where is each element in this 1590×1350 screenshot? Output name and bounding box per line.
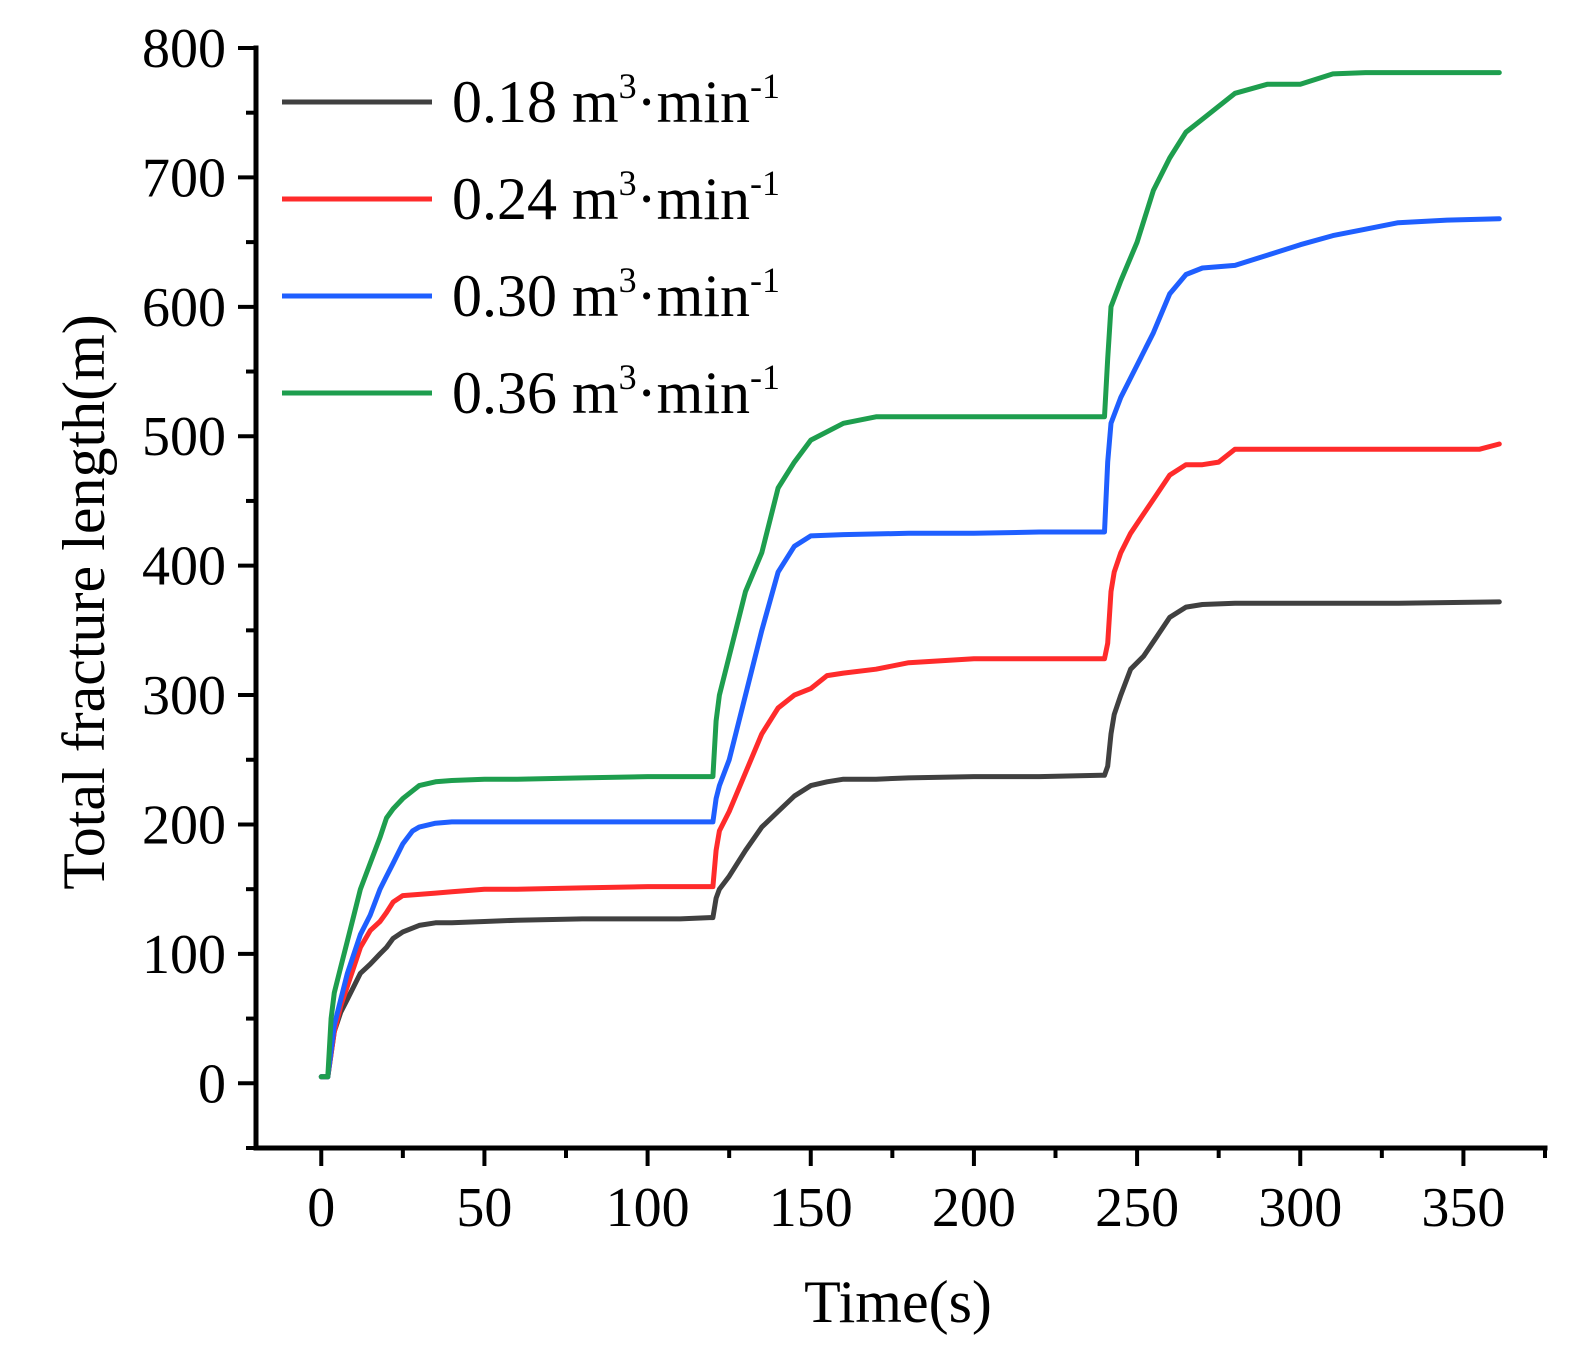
axes [253,45,1548,1151]
y-tick-label: 300 [142,665,226,727]
y-tick-label: 800 [142,18,226,80]
x-tick-label: 200 [932,1177,1016,1239]
y-tick-label: 200 [142,794,226,856]
series-line-3 [318,70,1502,1080]
x-tick-label: 350 [1421,1177,1505,1239]
y-tick-label: 500 [142,406,226,468]
y-tick-label: 400 [142,536,226,598]
y-tick-label: 100 [142,924,226,986]
ticks: 0 50 100 150 200 250 300 350 0 100 200 300 400 500 600… [142,18,1547,1239]
y-tick-label: 700 [142,147,226,209]
series-line-2 [318,216,1502,1080]
y-tick-label: 0 [198,1053,226,1115]
x-tick-label: 300 [1258,1177,1342,1239]
y-axis-title: Total fracture length(m) [51,314,117,890]
series-line-0 [318,599,1502,1080]
legend-label-3: 0.36 m3·min-1 [452,357,780,426]
legend-label-0: 0.18 m3·min-1 [452,66,780,135]
x-tick-label: 100 [606,1177,690,1239]
x-tick-label: 0 [307,1177,335,1239]
legend-label-2: 0.30 m3·min-1 [452,260,780,329]
series-lines [318,70,1502,1080]
x-tick-label: 50 [456,1177,512,1239]
legend: 0.18 m3·min-1 0.24 m3·min-1 0.30 m3·min-1 0… [282,66,780,426]
legend-label-1: 0.24 m3·min-1 [452,163,780,232]
series-line-1 [318,441,1502,1080]
x-tick-label: 250 [1095,1177,1179,1239]
x-tick-label: 150 [769,1177,853,1239]
x-axis-title: Time(s) [804,1269,992,1335]
y-tick-label: 600 [142,277,226,339]
